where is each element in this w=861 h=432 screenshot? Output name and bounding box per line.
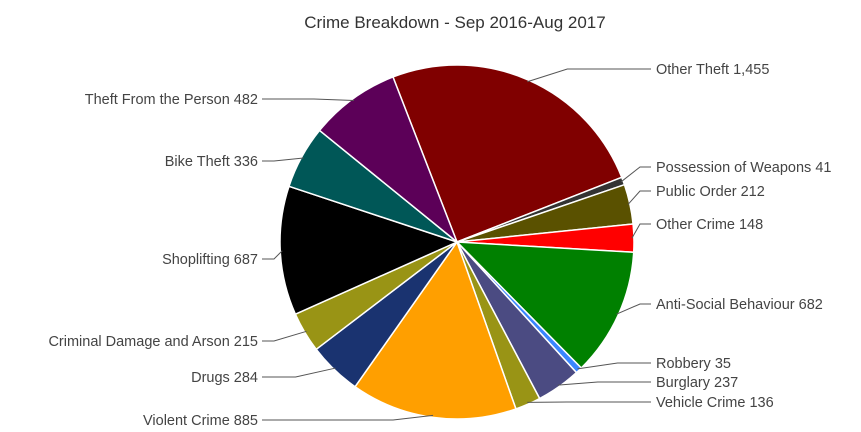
leader-line-other-crime (631, 223, 651, 239)
leader-line-criminal-damage-and-arson (262, 330, 307, 342)
label-leader-lines (262, 68, 651, 421)
slice-label-robbery: Robbery 35 (656, 356, 731, 372)
pie-slices (279, 64, 635, 420)
leader-line-violent-crime (262, 414, 434, 421)
leader-line-anti-social-behaviour (616, 303, 651, 315)
leader-line-burglary (557, 381, 651, 386)
leader-line-drugs (262, 367, 336, 378)
slice-label-criminal-damage-and-arson: Criminal Damage and Arson 215 (48, 334, 258, 350)
slice-label-burglary: Burglary 237 (656, 375, 738, 391)
leader-line-possession-of-weapons (620, 166, 651, 183)
pie-slice-violent-crime[interactable] (354, 241, 517, 420)
slice-label-other-crime: Other Crime 148 (656, 217, 763, 233)
leader-line-shoplifting (262, 250, 283, 260)
pie-slice-shoplifting[interactable] (279, 185, 458, 315)
leader-line-public-order (627, 190, 651, 205)
leader-line-other-theft (527, 68, 651, 83)
slice-label-violent-crime: Violent Crime 885 (143, 413, 258, 429)
slice-label-other-theft: Other Theft 1,455 (656, 62, 769, 78)
slice-label-possession-of-weapons: Possession of Weapons 41 (656, 160, 831, 176)
leader-line-robbery (577, 362, 651, 370)
slice-label-vehicle-crime: Vehicle Crime 136 (656, 395, 774, 411)
slice-label-bike-theft: Bike Theft 336 (165, 154, 258, 170)
slice-label-shoplifting: Shoplifting 687 (162, 252, 258, 268)
slice-label-theft-from-the-person: Theft From the Person 482 (85, 92, 258, 108)
slice-labels: Other Theft 1,455 Possession of Weapons 4… (48, 62, 831, 429)
pie-slice-other-theft[interactable] (392, 64, 623, 243)
chart-title: Crime Breakdown - Sep 2016-Aug 2017 (304, 13, 605, 32)
slice-label-anti-social-behaviour: Anti-Social Behaviour 682 (656, 297, 823, 313)
pie-slice-anti-social-behaviour[interactable] (456, 241, 635, 369)
leader-line-bike-theft (262, 157, 304, 162)
slice-label-drugs: Drugs 284 (191, 370, 258, 386)
pie-slice-theft-from-the-person[interactable] (318, 76, 458, 243)
slice-label-public-order: Public Order 212 (656, 184, 765, 200)
leader-line-theft-from-the-person (262, 98, 354, 102)
